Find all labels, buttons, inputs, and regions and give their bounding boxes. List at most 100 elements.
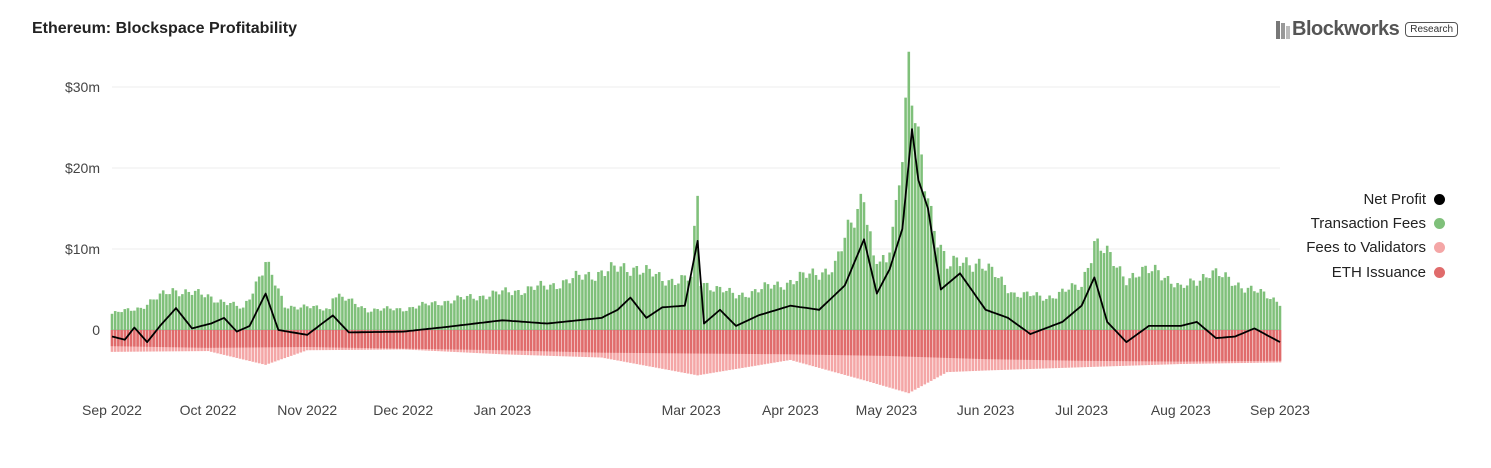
transaction-fees-bar xyxy=(1278,305,1282,330)
transaction-fees-bar xyxy=(507,292,511,330)
eth-issuance-bar xyxy=(661,330,664,354)
eth-issuance-bar xyxy=(344,330,347,348)
transaction-fees-bar xyxy=(1134,277,1138,330)
transaction-fees-bar xyxy=(536,285,539,330)
transaction-fees-bar xyxy=(190,294,194,330)
eth-issuance-bar xyxy=(385,330,389,349)
eth-issuance-bar xyxy=(1045,330,1048,361)
transaction-fees-bar xyxy=(555,289,559,330)
transaction-fees-bar xyxy=(737,294,741,330)
legend-item-fees-to-validators[interactable]: Fees to Validators xyxy=(1306,236,1445,260)
eth-issuance-bar xyxy=(145,330,149,347)
eth-issuance-bar xyxy=(305,330,309,348)
transaction-fees-bar xyxy=(1006,293,1010,330)
eth-issuance-bar xyxy=(350,330,354,348)
transaction-fees-bar xyxy=(453,300,456,330)
transaction-fees-bar xyxy=(1089,263,1093,330)
x-tick-label: Aug 2023 xyxy=(1151,402,1211,418)
legend-item-net-profit[interactable]: Net Profit xyxy=(1306,187,1445,211)
fees-to-validators-bar xyxy=(869,330,872,383)
transaction-fees-bar xyxy=(229,303,232,330)
legend-label: Net Profit xyxy=(1363,190,1426,208)
transaction-fees-bar xyxy=(1173,287,1176,330)
transaction-fees-bar xyxy=(629,275,632,330)
transaction-fees-bar xyxy=(187,291,191,330)
transaction-fees-bar xyxy=(241,307,245,330)
transaction-fees-bar xyxy=(488,296,491,330)
transaction-fees-bar xyxy=(1048,295,1051,330)
transaction-fees-bar xyxy=(433,301,437,330)
eth-issuance-bar xyxy=(808,330,811,355)
eth-issuance-bar xyxy=(206,330,210,348)
fees-to-validators-bar xyxy=(920,330,923,387)
transaction-fees-bar xyxy=(357,307,360,330)
eth-issuance-bar xyxy=(296,330,299,348)
transaction-fees-bar xyxy=(421,301,424,330)
eth-issuance-bar xyxy=(270,330,274,348)
eth-issuance-bar xyxy=(744,330,747,354)
fees-to-validators-bar xyxy=(891,330,895,389)
eth-issuance-bar xyxy=(974,330,978,359)
eth-issuance-bar xyxy=(926,330,930,358)
transaction-fees-bar xyxy=(168,294,171,330)
eth-issuance-bar xyxy=(216,330,219,348)
eth-issuance-bar xyxy=(689,330,693,354)
transaction-fees-bar xyxy=(1070,283,1074,330)
transaction-fees-bar xyxy=(750,291,754,330)
legend-item-transaction-fees[interactable]: Transaction Fees xyxy=(1306,211,1445,235)
transaction-fees-bar xyxy=(1163,277,1167,330)
legend-swatch xyxy=(1434,217,1445,229)
transaction-fees-bar xyxy=(1269,299,1272,330)
fees-to-validators-bar xyxy=(881,330,885,386)
fees-to-validators-bar xyxy=(913,330,917,390)
transaction-fees-bar xyxy=(1131,272,1135,330)
transaction-fees-bar xyxy=(414,308,418,330)
eth-issuance-bar xyxy=(513,330,517,351)
transaction-fees-bar xyxy=(913,123,917,330)
transaction-fees-bar xyxy=(933,230,936,330)
eth-issuance-bar xyxy=(347,330,351,348)
eth-issuance-bar xyxy=(667,330,671,354)
eth-issuance-bar xyxy=(1253,330,1256,361)
transaction-fees-bar xyxy=(721,292,725,330)
transaction-fees-bar xyxy=(1192,280,1195,330)
eth-issuance-bar xyxy=(462,330,466,350)
eth-issuance-bar xyxy=(257,330,261,348)
eth-issuance-bar xyxy=(715,330,719,354)
transaction-fees-bar xyxy=(805,277,808,330)
eth-issuance-bar xyxy=(1118,330,1122,362)
transaction-fees-bar xyxy=(1253,291,1256,330)
transaction-fees-bar xyxy=(1093,241,1096,330)
eth-issuance-bar xyxy=(859,330,863,356)
transaction-fees-bar xyxy=(875,263,879,330)
transaction-fees-bar xyxy=(289,305,293,330)
eth-issuance-bar xyxy=(1157,330,1160,362)
eth-issuance-bar xyxy=(731,330,735,354)
eth-issuance-bar xyxy=(785,330,789,355)
transaction-fees-bar xyxy=(577,274,581,330)
transaction-fees-bar xyxy=(293,306,296,330)
eth-issuance-bar xyxy=(856,330,859,356)
eth-issuance-bar xyxy=(1089,330,1093,361)
transaction-fees-bar xyxy=(478,295,482,330)
transaction-fees-bar xyxy=(593,280,597,330)
transaction-fees-bar xyxy=(526,286,530,330)
eth-issuance-bar xyxy=(232,330,235,348)
transaction-fees-bar xyxy=(529,286,533,330)
transaction-fees-bar xyxy=(565,279,568,330)
transaction-fees-bar xyxy=(881,255,885,330)
legend-swatch xyxy=(1434,266,1445,278)
eth-issuance-bar xyxy=(821,330,824,355)
transaction-fees-bar xyxy=(1262,291,1266,330)
transaction-fees-bar xyxy=(667,280,671,330)
legend-item-eth-issuance[interactable]: ETH Issuance xyxy=(1306,260,1445,284)
x-tick-label: Dec 2022 xyxy=(373,402,433,418)
transaction-fees-bar xyxy=(523,293,527,330)
transaction-fees-bar xyxy=(1227,276,1231,330)
eth-issuance-bar xyxy=(901,330,904,357)
x-tick-label: Jan 2023 xyxy=(474,402,532,418)
eth-issuance-bar xyxy=(1224,330,1227,362)
eth-issuance-bar xyxy=(597,330,600,353)
eth-issuance-bar xyxy=(801,330,805,355)
transaction-fees-bar xyxy=(504,287,507,330)
